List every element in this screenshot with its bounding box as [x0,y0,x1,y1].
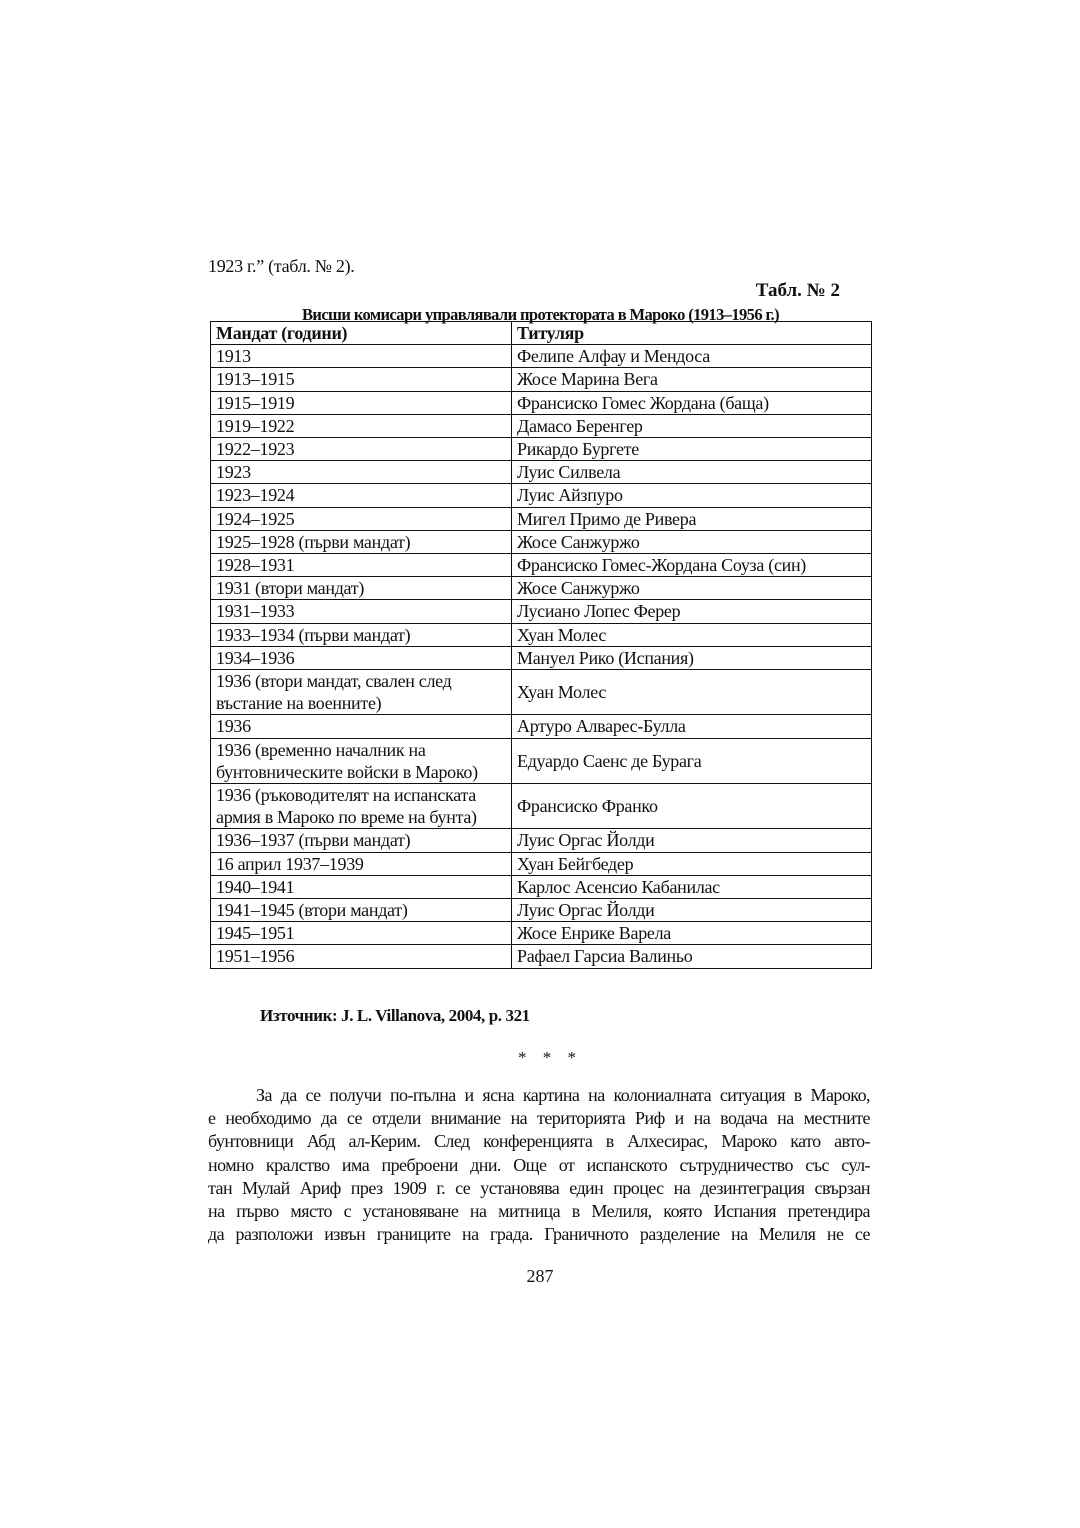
holder-cell: Карлос Асенсио Кабанилас [511,874,872,900]
mandate-cell: 1925–1928 (първи мандат) [210,529,512,555]
table-row: 1919–1922 Дамасо Беренгер [210,413,872,439]
holder-cell: Фелипе Алфау и Мендоса [511,344,872,369]
table-row: 1913 Фелипе Алфау и Мендоса [210,344,872,369]
mandate-cell: 1915–1919 [210,390,512,415]
holder-cell: Хуан Молес [511,669,872,716]
mandate-cell: 1923 [210,460,512,485]
table-row: 1931 (втори мандат) Жосе Санжуржо [210,576,872,601]
mandate-cell: 1919–1922 [210,413,512,439]
holder-cell: Луис Силвела [511,460,872,485]
table-row: 1936 (ръководителят на испанската армия … [210,783,872,830]
holder-cell: Артуро Алварес-Булла [511,714,872,739]
page-number: 287 [526,1266,554,1286]
table-header-row: Мандат (години) Титуляр [210,320,872,346]
mandate-cell: 1936 [210,714,512,739]
mandate-cell: 1951–1956 [210,944,512,969]
paragraph-line: е необходимо да се отдели внимание на те… [208,1108,870,1129]
paragraph-line: да разположи извън границите на града. Г… [208,1224,870,1245]
holder-cell: Луис Оргас Йолди [511,828,872,853]
commissioners-table: Мандат (години) Титуляр 1913 Фелипе Алфау… [210,320,872,969]
mandate-cell: 1913 [210,344,512,369]
holder-cell: Хуан Бейгбедер [511,851,872,876]
holder-cell: Мигел Примо де Ривера [511,506,872,531]
table-row: 1913–1915 Жосе Марина Вега [210,367,872,392]
source-note: Източник: J. L. Villanova, 2004, p. 321 [260,1006,530,1025]
table-row: 1922–1923 Рикардо Бургете [210,437,872,462]
holder-cell: Едуардо Саенс де Бурага [511,737,872,785]
mandate-cell: 1931–1933 [210,599,512,624]
mandate-cell: 1936 (ръководителят на испанската армия … [210,783,512,830]
holder-cell: Лусиано Лопес Ферер [511,599,872,624]
table-row: 1936 (втори мандат, свален след въстание… [210,669,872,716]
table-row: 1931–1933 Лусиано Лопес Ферер [210,599,872,624]
paragraph-line: За да се получи по-пълна и ясна картина … [256,1085,870,1105]
holder-cell: Жосе Санжуржо [511,529,872,555]
mandate-cell: 1931 (втори мандат) [210,576,512,601]
holder-cell: Хуан Молес [511,622,872,647]
mandate-cell: 1936 (временно началник на бунтовнически… [210,737,512,785]
mandate-cell: 1928–1931 [210,553,512,578]
table-row: 1923–1924 Луис Айзпуро [210,483,872,508]
holder-cell: Луис Айзпуро [511,483,872,508]
table-row: 1941–1945 (втори мандат) Луис Оргас Йолди [210,898,872,923]
table-row: 1936–1937 (първи мандат) Луис Оргас Йолди [210,828,872,853]
intro-text: 1923 г.” (табл. № 2). [208,256,355,276]
holder-cell: Жосе Енрике Варела [511,921,872,946]
mandate-cell: 1924–1925 [210,506,512,531]
table-row: 1945–1951 Жосе Енрике Варела [210,921,872,946]
table-row: 1940–1941 Карлос Асенсио Кабанилас [210,874,872,900]
holder-cell: Франсиско Гомес Жордана (баща) [511,390,872,415]
paragraph-line: номно кралство има преброени дни. Още от… [208,1154,870,1175]
mandate-cell: 1936 (втори мандат, свален след въстание… [210,669,512,716]
table-row: 1934–1936 Мануел Рико (Испания) [210,645,872,671]
holder-cell: Жосе Санжуржо [511,576,872,601]
table-row: 1925–1928 (първи мандат) Жосе Санжуржо [210,529,872,555]
mandate-cell: 16 април 1937–1939 [210,851,512,876]
holder-cell: Франсиско Гомес-Жордана Соуза (син) [511,553,872,578]
holder-cell: Рафаел Гарсиа Валиньо [511,944,872,969]
holder-cell: Дамасо Беренгер [511,413,872,439]
mandate-cell: 1941–1945 (втори мандат) [210,898,512,923]
table-row: 1915–1919 Франсиско Гомес Жордана (баща) [210,390,872,415]
table-row: 1936 Артуро Алварес-Булла [210,714,872,739]
table-row: 1924–1925 Мигел Примо де Ривера [210,506,872,531]
paragraph-line: бунтовници Абд ал-Керим. След конференци… [208,1131,870,1152]
column-header-holder: Титуляр [511,320,872,346]
mandate-cell: 1945–1951 [210,921,512,946]
table-row: 1936 (временно началник на бунтовнически… [210,737,872,785]
table-row: 1923 Луис Силвела [210,460,872,485]
mandate-cell: 1913–1915 [210,367,512,392]
holder-cell: Мануел Рико (Испания) [511,645,872,671]
column-header-mandate: Мандат (години) [210,320,512,346]
holder-cell: Луис Оргас Йолди [511,898,872,923]
holder-cell: Рикардо Бургете [511,437,872,462]
mandate-cell: 1936–1937 (първи мандат) [210,828,512,853]
section-separator: * * * [518,1048,582,1067]
mandate-cell: 1934–1936 [210,645,512,671]
paragraph-line: на първо място с установяване на митница… [208,1201,870,1222]
table-row: 16 април 1937–1939 Хуан Бейгбедер [210,851,872,876]
holder-cell: Жосе Марина Вега [511,367,872,392]
table-row: 1951–1956 Рафаел Гарсиа Валиньо [210,944,872,969]
table-label: Табл. № 2 [755,280,840,301]
mandate-cell: 1923–1924 [210,483,512,508]
mandate-cell: 1940–1941 [210,874,512,900]
mandate-cell: 1922–1923 [210,437,512,462]
table-caption: Висши комисари управлявали протектората … [302,305,780,324]
body-paragraph: За да се получи по-пълна и ясна картина … [208,1084,870,1246]
holder-cell: Франсиско Франко [511,783,872,830]
table-row: 1933–1934 (първи мандат) Хуан Молес [210,622,872,647]
mandate-cell: 1933–1934 (първи мандат) [210,622,512,647]
table-row: 1928–1931 Франсиско Гомес-Жордана Соуза (… [210,553,872,578]
paragraph-line: тан Мулай Ариф през 1909 г. се установяв… [208,1177,870,1198]
